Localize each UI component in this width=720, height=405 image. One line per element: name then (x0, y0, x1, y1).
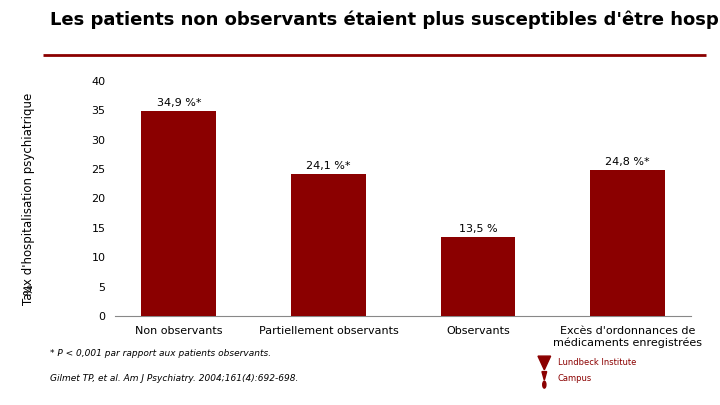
Text: 24,8 %*: 24,8 %* (606, 157, 650, 167)
Bar (590, 170, 665, 316)
Bar (291, 175, 366, 316)
Text: Gilmet TP, et al. Am J Psychiatry. 2004;161(4):692-698.: Gilmet TP, et al. Am J Psychiatry. 2004;… (50, 374, 299, 383)
Text: Les patients non observants étaient plus susceptibles d'être hospitalisés: Les patients non observants étaient plus… (50, 10, 720, 29)
Text: * P < 0,001 par rapport aux patients observants.: * P < 0,001 par rapport aux patients obs… (50, 350, 271, 358)
Text: 13,5 %: 13,5 % (459, 224, 498, 234)
Bar (441, 237, 516, 316)
Text: Campus: Campus (558, 374, 593, 383)
Bar (141, 111, 216, 316)
Text: Taux d'hospitalisation psychiatrique: Taux d'hospitalisation psychiatrique (22, 92, 35, 305)
Text: 24,1 %*: 24,1 %* (306, 162, 351, 171)
Circle shape (543, 381, 546, 388)
Text: %: % (22, 284, 35, 295)
Text: Lundbeck Institute: Lundbeck Institute (558, 358, 636, 367)
Polygon shape (538, 356, 551, 370)
Text: 34,9 %*: 34,9 %* (156, 98, 201, 108)
Polygon shape (542, 372, 546, 380)
